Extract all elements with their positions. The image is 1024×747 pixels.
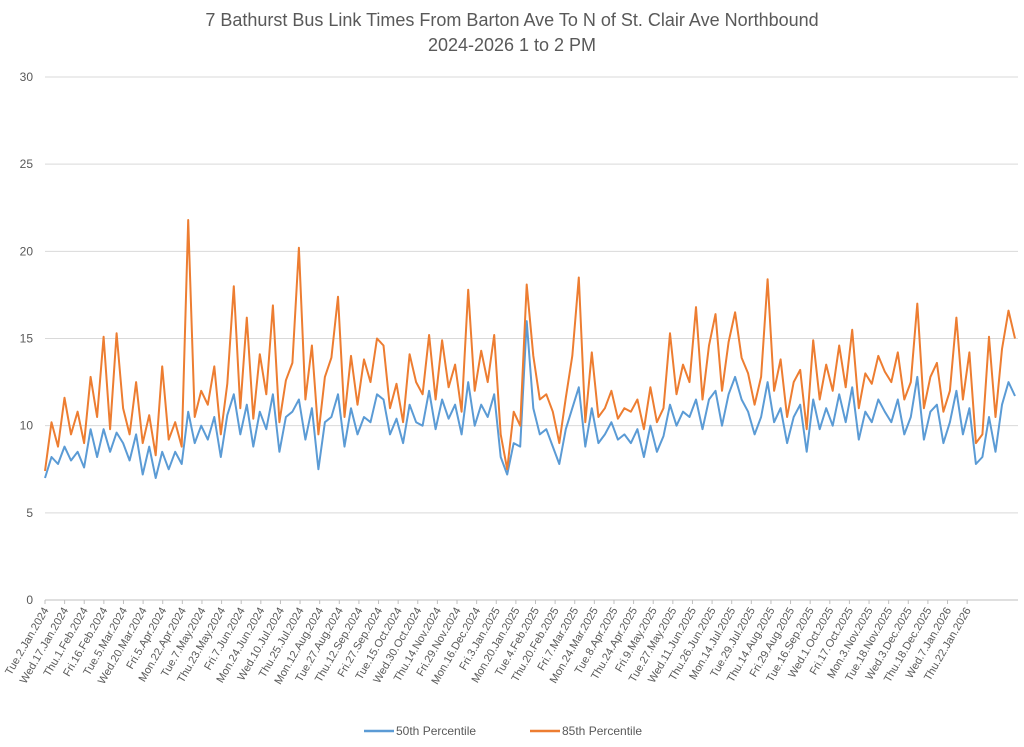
y-tick-label: 25 [20, 157, 34, 171]
series-line-85th-percentile [44, 219, 1016, 472]
legend-label-85th: 85th Percentile [562, 724, 642, 738]
gridlines [45, 76, 1018, 601]
series-line-50th-percentile [44, 320, 1016, 479]
legend: 50th Percentile 85th Percentile [364, 724, 642, 738]
y-tick-label: 0 [26, 593, 33, 607]
chart-title: 7 Bathurst Bus Link Times From Barton Av… [205, 10, 818, 30]
legend-label-50th: 50th Percentile [396, 724, 476, 738]
y-tick-label: 15 [20, 332, 34, 346]
chart-subtitle: 2024-2026 1 to 2 PM [428, 35, 596, 55]
y-tick-label: 20 [20, 244, 34, 258]
y-tick-label: 10 [20, 419, 34, 433]
y-tick-label: 30 [20, 70, 34, 84]
x-axis-ticks: Tue.2.Jan.2024Wed.17.Jan.2024Thu.1.Feb.2… [3, 600, 974, 687]
series-lines [44, 219, 1016, 479]
y-tick-label: 5 [26, 506, 33, 520]
y-axis-ticks: 0 5 10 15 20 25 30 [20, 70, 34, 607]
